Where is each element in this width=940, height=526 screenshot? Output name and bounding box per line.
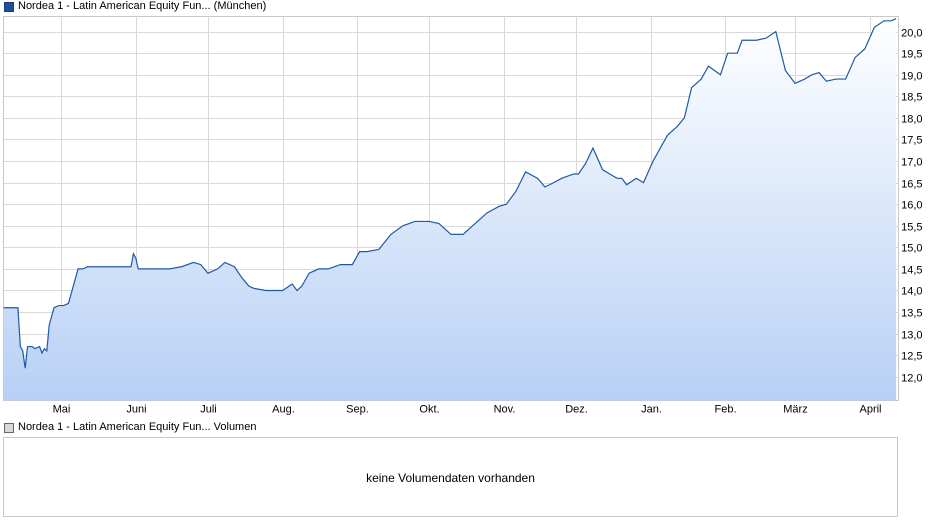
y-tick-label: 17,0: [901, 157, 922, 169]
x-tick-label: Juni: [126, 404, 146, 416]
price-chart: 12,0 12,5 13,0 13,5 14,0 14,5 15,0 15,5 16,0 16,5…: [3, 16, 923, 416]
y-tick-label: 12,0: [901, 373, 922, 385]
x-tick-label: Jan.: [641, 404, 662, 416]
x-tick-label: Feb.: [714, 404, 736, 416]
no-volume-message: keine Volumendaten vorhanden: [366, 471, 535, 485]
y-tick-label: 20,0: [901, 28, 922, 40]
y-tick-label: 14,0: [901, 286, 922, 298]
price-line: [3, 18, 897, 369]
x-tick-label: Aug.: [272, 404, 295, 416]
volume-legend: Nordea 1 - Latin American Equity Fun... …: [4, 421, 256, 434]
volume-panel: keine Volumendaten vorhanden: [3, 437, 898, 517]
y-tick-label: 13,0: [901, 330, 922, 342]
volume-legend-swatch: [4, 422, 14, 433]
x-tick-label: Okt.: [419, 404, 439, 416]
price-legend: Nordea 1 - Latin American Equity Fun... …: [4, 0, 266, 13]
y-tick-label: 16,5: [901, 179, 922, 191]
x-axis: Mai Juni Juli Aug. Sep. Okt. Nov. Dez. Jan. Feb. M…: [53, 404, 882, 416]
x-tick-label: Mai: [53, 404, 71, 416]
y-tick-label: 18,0: [901, 114, 922, 126]
y-tick-label: 19,0: [901, 71, 922, 83]
y-tick-label: 19,5: [901, 49, 922, 61]
x-tick-label: April: [859, 404, 881, 416]
x-tick-label: Nov.: [494, 404, 516, 416]
y-tick-label: 12,5: [901, 351, 922, 363]
y-tick-label: 13,5: [901, 308, 922, 320]
x-tick-label: März: [783, 404, 807, 416]
y-tick-label: 18,5: [901, 92, 922, 104]
price-legend-swatch: [4, 1, 14, 12]
y-tick-label: 14,5: [901, 265, 922, 277]
y-axis: 12,0 12,5 13,0 13,5 14,0 14,5 15,0 15,5 16,0 16,5…: [901, 28, 922, 385]
x-tick-label: Juli: [200, 404, 217, 416]
x-tick-label: Sep.: [346, 404, 369, 416]
volume-legend-label: Nordea 1 - Latin American Equity Fun... …: [18, 421, 257, 433]
y-tick-label: 17,5: [901, 135, 922, 147]
x-tick-label: Dez.: [565, 404, 588, 416]
y-tick-label: 15,5: [901, 222, 922, 234]
y-tick-label: 15,0: [901, 243, 922, 255]
y-tick-label: 16,0: [901, 200, 922, 212]
price-area: [3, 18, 897, 401]
price-legend-label: Nordea 1 - Latin American Equity Fun... …: [18, 0, 267, 12]
